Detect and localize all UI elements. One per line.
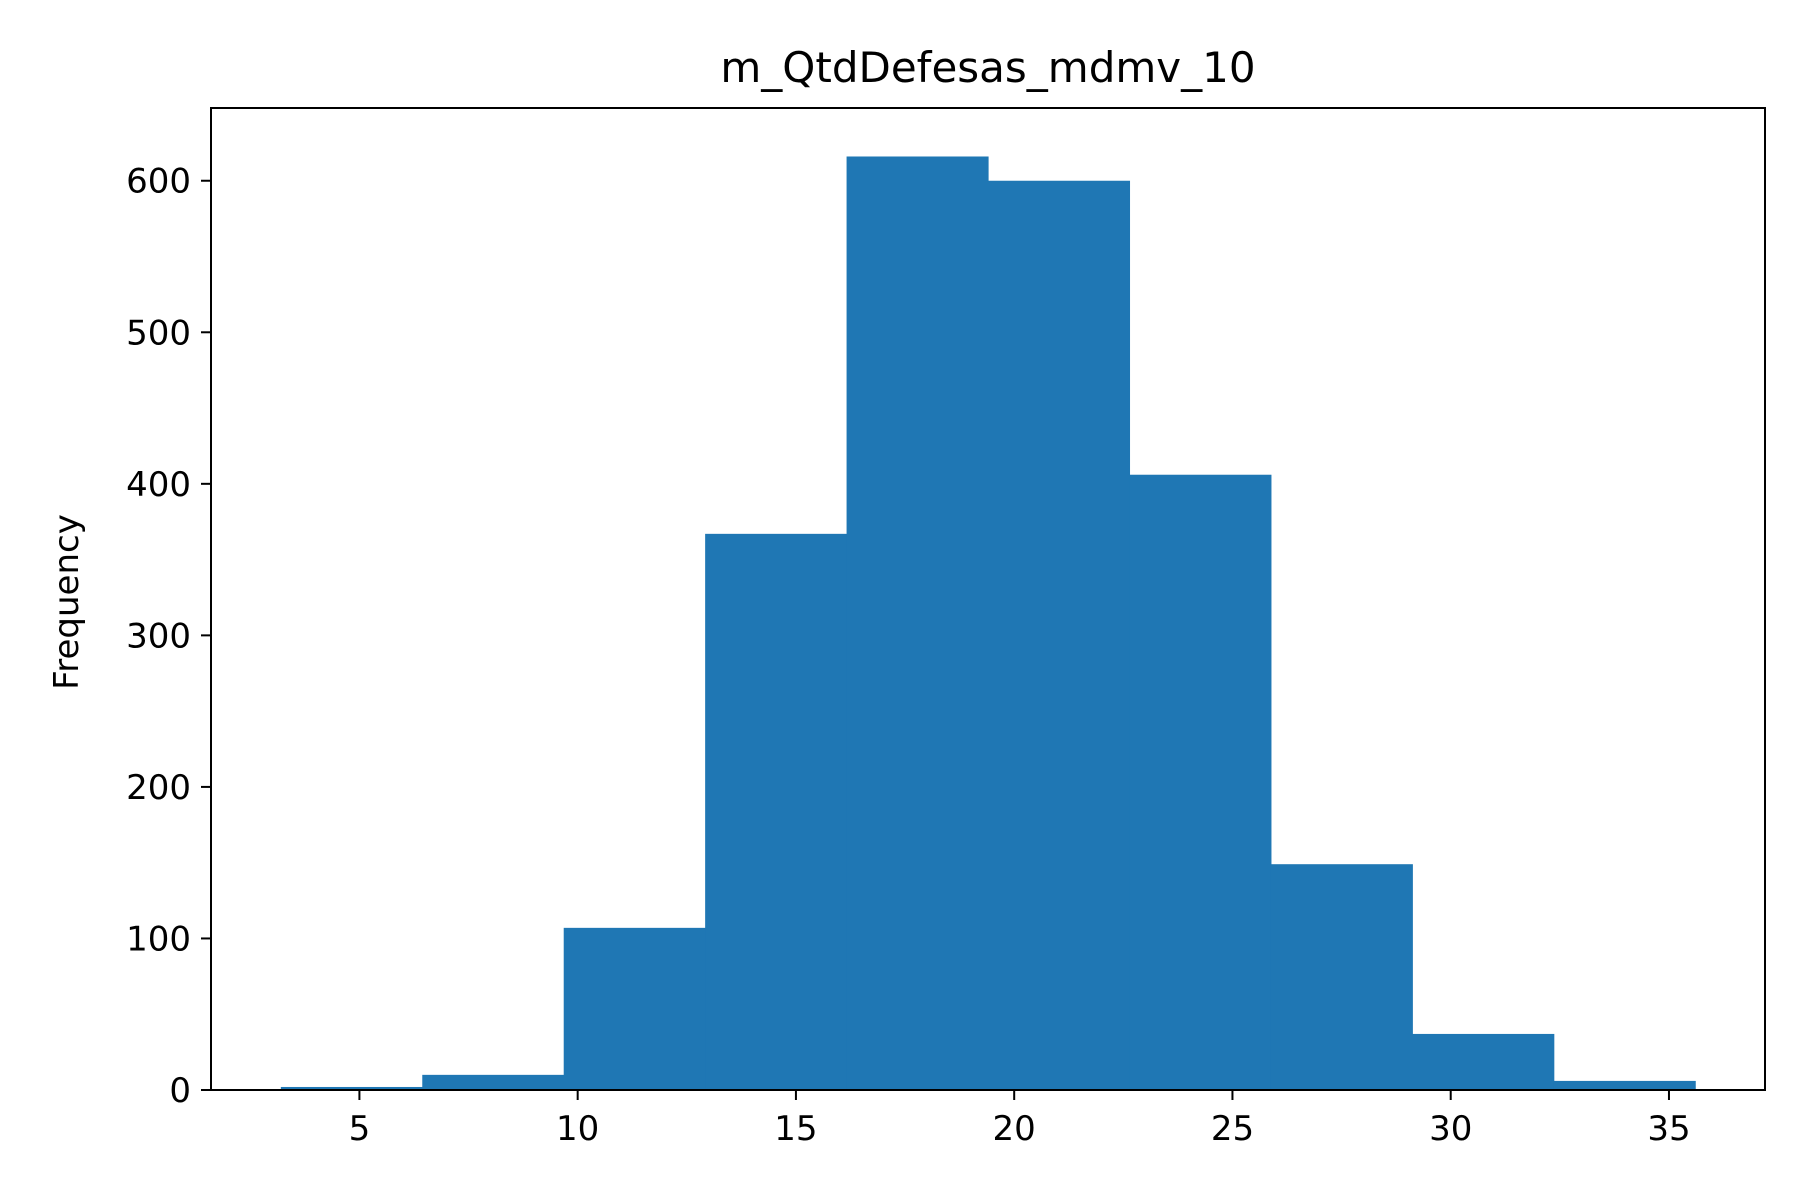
y-tick-label: 500 xyxy=(126,313,191,353)
histogram-bar-5 xyxy=(988,180,1131,1091)
histogram-bar-9 xyxy=(1553,1080,1696,1090)
chart-title: m_QtdDefesas_mdmv_10 xyxy=(720,43,1255,92)
y-tick-label: 600 xyxy=(126,162,191,202)
x-tick-label: 35 xyxy=(1647,1109,1690,1149)
y-axis-label: Frequency xyxy=(47,514,87,690)
histogram-bar-3 xyxy=(705,533,848,1090)
x-axis: 5 10 15 20 25 30 35 xyxy=(349,1090,1691,1149)
y-tick-label: 200 xyxy=(126,768,191,808)
x-tick-label: 5 xyxy=(349,1109,371,1149)
x-tick-label: 10 xyxy=(556,1109,599,1149)
y-axis: 0 100 200 300 400 500 600 xyxy=(126,162,211,1111)
histogram-bar-6 xyxy=(1129,474,1272,1091)
histogram-bar-1 xyxy=(422,1074,565,1090)
histogram-bar-0 xyxy=(280,1086,423,1090)
x-tick-label: 15 xyxy=(774,1109,817,1149)
y-tick-label: 100 xyxy=(126,919,191,959)
histogram-bar-8 xyxy=(1412,1033,1555,1090)
y-tick-label: 0 xyxy=(169,1071,191,1111)
x-tick-label: 20 xyxy=(993,1109,1036,1149)
plot-area-frame xyxy=(210,107,1766,1091)
x-tick-label: 25 xyxy=(1211,1109,1254,1149)
y-tick-label: 400 xyxy=(126,465,191,505)
histogram-bar-2 xyxy=(563,927,706,1090)
histogram-bar-4 xyxy=(846,156,989,1091)
y-tick-label: 300 xyxy=(126,616,191,656)
histogram-bars xyxy=(280,156,1696,1091)
histogram-bar-7 xyxy=(1270,864,1413,1090)
x-tick-label: 30 xyxy=(1429,1109,1472,1149)
